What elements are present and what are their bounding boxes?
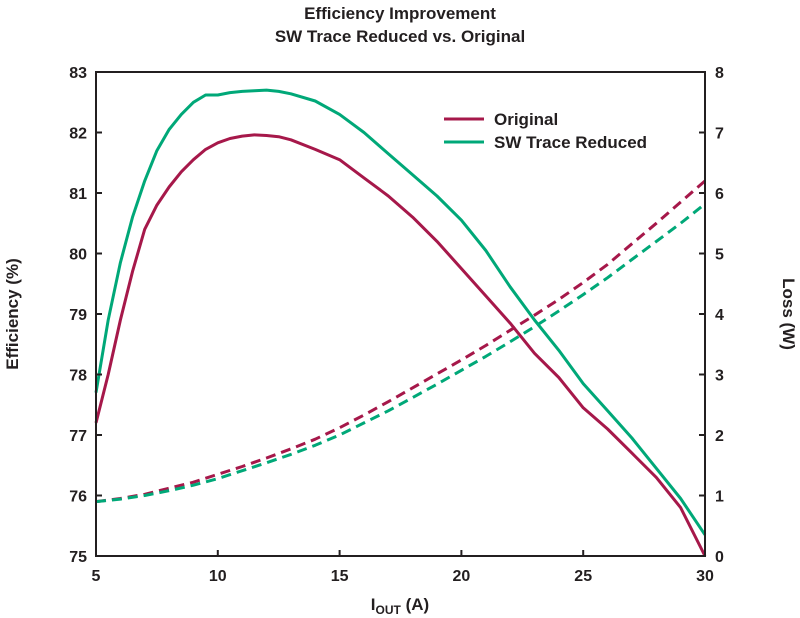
left-tick-label: 80 (69, 247, 87, 264)
right-tick-label: 7 (715, 126, 724, 143)
x-tick-label: 5 (92, 568, 101, 585)
chart-title: Efficiency Improvement (304, 4, 496, 23)
legend: Original SW Trace Reduced (444, 110, 647, 152)
original-efficiency-line (94, 133, 707, 557)
left-tick-label: 79 (69, 307, 87, 324)
chart-subtitle: SW Trace Reduced vs. Original (275, 27, 525, 46)
x-axis-label-unit: (A) (401, 595, 429, 614)
sw-trace-reduced-loss-line (95, 202, 706, 504)
x-tick-label: 30 (696, 568, 714, 585)
right-tick-label: 3 (715, 368, 724, 385)
original-loss-line (95, 179, 706, 504)
right-tick-label: 4 (715, 307, 724, 324)
left-tick-label: 78 (69, 368, 87, 385)
left-tick-label: 83 (69, 65, 87, 82)
x-axis-label: IOUT (A) (371, 595, 429, 617)
left-axis-label: Efficiency (%) (3, 258, 22, 369)
right-tick-label: 5 (715, 247, 724, 264)
plot-lines (94, 88, 707, 557)
sw-trace-reduced-efficiency-line (94, 88, 707, 536)
left-tick-label: 77 (69, 428, 87, 445)
left-tick-label: 75 (69, 549, 87, 566)
left-tick-label: 81 (69, 186, 87, 203)
right-axis-label: Loss (W) (779, 278, 798, 350)
x-tick-label: 25 (574, 568, 592, 585)
right-tick-label: 0 (715, 549, 724, 566)
x-tick-label: 15 (331, 568, 349, 585)
right-tick-label: 8 (715, 65, 724, 82)
left-tick-label: 82 (69, 126, 87, 143)
right-tick-label: 2 (715, 428, 724, 445)
x-tick-label: 20 (453, 568, 471, 585)
right-axis-ticks: 0 1 2 3 4 5 6 7 8 (699, 65, 724, 566)
x-axis-label-main: I (371, 595, 376, 614)
legend-label-original: Original (494, 110, 558, 129)
x-axis-label-subscript: OUT (376, 603, 402, 617)
x-axis-ticks: 5 10 15 20 25 30 (92, 550, 714, 585)
legend-label-sw-trace-reduced: SW Trace Reduced (494, 133, 647, 152)
x-tick-label: 10 (209, 568, 227, 585)
left-axis-ticks: 75 76 77 78 79 80 81 82 83 (69, 65, 102, 566)
right-tick-label: 1 (715, 489, 724, 506)
right-tick-label: 6 (715, 186, 724, 203)
left-tick-label: 76 (69, 489, 87, 506)
